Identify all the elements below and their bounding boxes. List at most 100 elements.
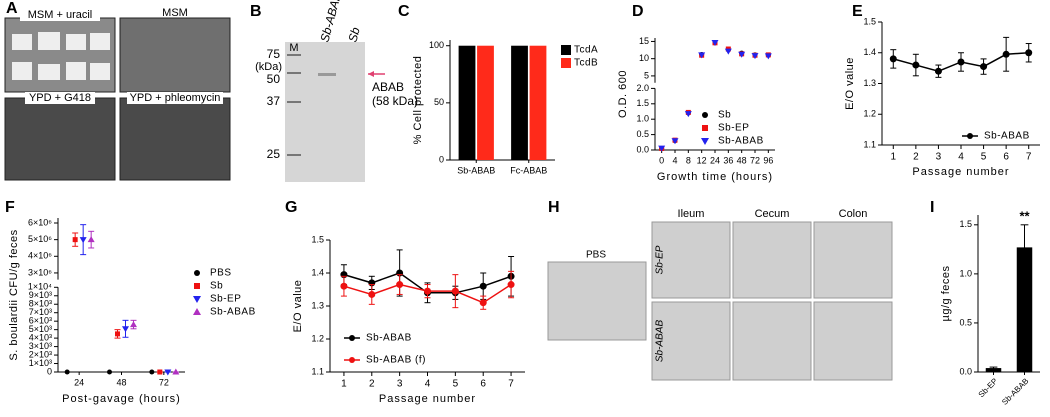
panel-letter: H [548, 199, 560, 216]
y-tick-label: 50 [434, 97, 444, 107]
point [87, 236, 95, 243]
x-tick-label: 24 [74, 377, 84, 387]
x-tick-label: 2 [369, 379, 375, 390]
x-tick-label: 1 [891, 152, 897, 163]
point [115, 331, 120, 337]
legend-marker [194, 270, 200, 276]
y-tick-label: 1.0 [636, 114, 649, 124]
row-label: Sb-EP [655, 245, 666, 274]
x-tick-label: 2 [913, 152, 919, 163]
x-tick-label: 48 [116, 377, 126, 387]
y-tick-label: 100 [429, 40, 444, 50]
y-tick-label: 1.2 [863, 109, 876, 119]
legend-marker [701, 138, 709, 145]
y-tick-label: 0.5 [959, 317, 972, 327]
y-axis-title: % Cell protected [412, 56, 424, 145]
point [684, 111, 692, 118]
panel-letter: C [398, 3, 410, 20]
point [396, 281, 404, 289]
band-annotation: ABAB [372, 80, 404, 94]
legend-marker [349, 335, 355, 341]
micrograph [813, 301, 893, 381]
column-header: Cecum [755, 208, 790, 220]
x-tick-label: 5 [981, 152, 987, 163]
x-tick-label: 4 [425, 379, 431, 390]
point [172, 368, 180, 375]
point [149, 369, 155, 375]
point [451, 287, 459, 295]
y-tick-label: 1.5 [311, 234, 324, 244]
plate-caption: MSM [162, 7, 188, 19]
plate-caption: YPD + phleomycin [130, 92, 221, 104]
mw-marker: 50 [267, 72, 281, 86]
point [724, 48, 732, 55]
plate-image [4, 97, 116, 181]
x-tick-label: 1 [341, 379, 347, 390]
point [671, 138, 679, 145]
y-axis-title: E/O value [292, 280, 304, 333]
x-tick-label: 4 [958, 152, 964, 163]
y-tick-label: 1.4 [863, 47, 876, 57]
y-tick-label: 9×10³ [29, 290, 52, 300]
legend-marker [349, 357, 355, 363]
legend-label: Sb [210, 281, 223, 292]
micrograph [651, 301, 731, 381]
x-tick-label: 3 [397, 379, 403, 390]
point [738, 51, 746, 58]
point [698, 52, 706, 59]
x-tick-label: 72 [159, 377, 169, 387]
abab-band [318, 73, 336, 76]
point [711, 39, 719, 46]
x-tick-label: 12 [697, 155, 707, 165]
caption-bg [20, 9, 100, 21]
y-tick-label: 15 [639, 36, 649, 46]
y-tick-label: 1.0 [959, 268, 972, 278]
legend-swatch [561, 58, 571, 68]
band-annotation: (58 kDa) [372, 94, 418, 108]
lane-label: Sb-ABAB [317, 0, 344, 44]
y-tick-label: 6×10³ [29, 316, 52, 326]
x-axis-title: Passage number [912, 166, 1009, 178]
caption-bg [25, 92, 95, 104]
x-tick-label: Sb-ABAB [457, 165, 495, 175]
bar [458, 45, 476, 160]
y-tick-label: 1.5 [959, 219, 972, 229]
column-header: Colon [839, 208, 868, 220]
legend-label: TcdB [574, 58, 598, 69]
legend-label: Sb-ABAB [366, 333, 412, 344]
y-tick-label: 2.0 [636, 83, 649, 93]
y-tick-label: 5×10³ [29, 324, 52, 334]
x-tick-label: 48 [737, 155, 747, 165]
legend-swatch [561, 45, 571, 55]
y-tick-label: 1.3 [863, 78, 876, 88]
x-tick-label: 4 [672, 155, 677, 165]
mw-unit: (kDa) [255, 61, 282, 73]
colony-streaks [12, 32, 110, 80]
y-tick-label: 0.0 [636, 144, 649, 154]
point [340, 282, 348, 290]
x-tick-label: Sb-EP [977, 377, 1000, 400]
mw-marker: 37 [267, 94, 281, 108]
y-tick-label: 7×10³ [29, 307, 52, 317]
panel-letter: B [250, 3, 262, 20]
point [424, 287, 431, 295]
micrograph [732, 301, 812, 381]
panel-letter: D [632, 3, 644, 20]
micrograph [732, 221, 812, 299]
point [479, 299, 487, 307]
point [368, 290, 376, 298]
point [889, 55, 897, 63]
mw-marker: 25 [267, 147, 281, 161]
y-tick-label: 3×10³ [29, 341, 52, 351]
y-axis-title: O.D. 600 [617, 70, 629, 118]
y-tick-label: 1×10⁴ [28, 282, 52, 292]
bar [511, 45, 528, 160]
significance: ** [1019, 208, 1030, 223]
x-tick-label: Fc-ABAB [510, 165, 547, 175]
plate-image [4, 17, 116, 93]
y-axis-title: S. boulardii CFU/g feces [8, 229, 20, 360]
x-tick-label: 5 [453, 379, 459, 390]
point [122, 326, 129, 333]
y-tick-label: 1.2 [311, 333, 324, 343]
point [1002, 50, 1010, 58]
